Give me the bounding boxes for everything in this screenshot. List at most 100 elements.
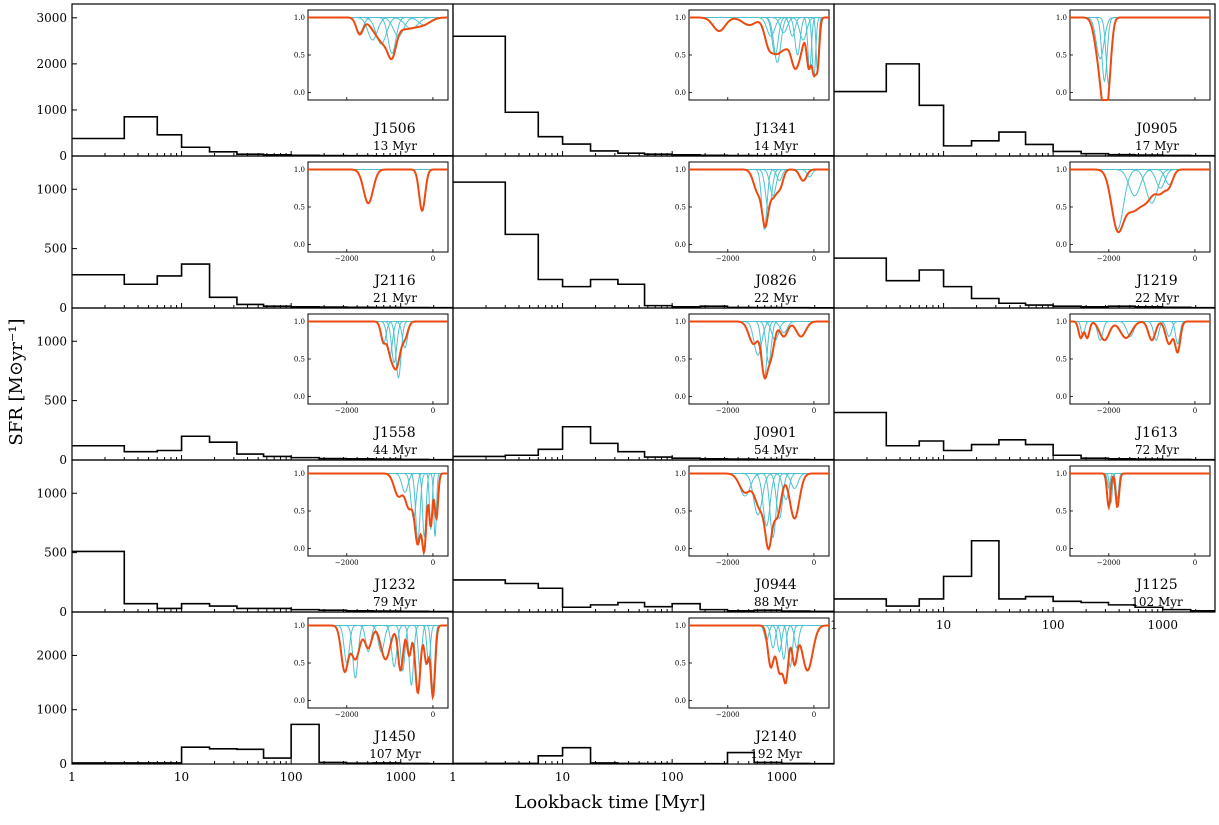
galaxy-age: 22 Myr [754, 291, 798, 305]
inset-x-tick-label: 0 [1193, 407, 1197, 415]
inset-J1125: 0.0 0.5 1.0 −2000 0 [1056, 465, 1211, 567]
y-tick-label: 0 [59, 149, 67, 163]
galaxy-name: J0905 [1134, 121, 1177, 137]
inset-total-curve [1070, 16, 1210, 101]
galaxy-name: J1506 [372, 121, 415, 137]
inset-y-tick-label: 0.5 [294, 356, 305, 364]
inset-total-curve [308, 16, 448, 61]
x-tick-label: 10 [174, 770, 189, 784]
inset-y-tick-label: 0.0 [294, 697, 305, 705]
inset-y-tick-label: 0.0 [675, 89, 686, 97]
inset-x-tick-label: −2000 [716, 559, 740, 567]
panel-J0901: J0901 54 Myr 0.0 0.5 1.0 −2000 0 [452, 307, 835, 461]
inset-x-tick-label: 0 [431, 407, 435, 415]
inset-J1506: 0.0 0.5 1.0 [294, 9, 449, 101]
y-tick-label: 1000 [36, 182, 67, 196]
inset-frame [307, 161, 449, 253]
y-tick-label: 0 [59, 301, 67, 315]
inset-y-tick-label: 0.5 [675, 508, 686, 516]
galaxy-age: 107 Myr [369, 747, 421, 761]
panel-J0944: J0944 88 Myr 0.0 0.5 1.0 −2000 0 [452, 459, 835, 613]
sfh-step-line [834, 63, 1215, 157]
inset-y-tick-label: 1.0 [294, 14, 305, 22]
inset-y-tick-label: 0.0 [294, 545, 305, 553]
inset-y-tick-label: 1.0 [1056, 166, 1067, 174]
inset-y-tick-label: 0.5 [675, 204, 686, 212]
inset-x-tick-label: 0 [1193, 559, 1197, 567]
galaxy-age: 17 Myr [1135, 139, 1179, 153]
inset-y-tick-label: 0.5 [294, 52, 305, 60]
panel-J2116: 0 500 1000 J2116 21 Myr 0.0 0.5 1.0 −2000 0 [36, 155, 454, 315]
inset-total-curve [689, 320, 829, 380]
inset-x-tick-label: −2000 [1097, 559, 1121, 567]
x-axis-label: Lookback time [Myr] [514, 792, 705, 813]
galaxy-age: 102 Myr [1131, 595, 1183, 609]
inset-x-tick-label: 0 [812, 407, 816, 415]
inset-x-tick-label: −2000 [335, 407, 359, 415]
inset-J1558: 0.0 0.5 1.0 −2000 0 [294, 313, 449, 415]
sfh-step-line [72, 435, 453, 461]
inset-y-tick-label: 1.0 [294, 318, 305, 326]
inset-x-tick-label: 0 [431, 711, 435, 719]
galaxy-age: 44 Myr [373, 443, 417, 457]
inset-J0905: 0.0 0.5 1.0 [1056, 9, 1211, 101]
inset-J1219: 0.0 0.5 1.0 −2000 0 [1056, 161, 1211, 263]
galaxy-name: J0944 [753, 577, 796, 593]
x-tick-label: 10 [555, 770, 570, 784]
inset-y-tick-label: 0.0 [675, 697, 686, 705]
inset-y-tick-label: 0.5 [294, 508, 305, 516]
y-tick-label: 0 [59, 605, 67, 619]
inset-J2140: 0.0 0.5 1.0 −2000 0 [675, 617, 830, 719]
panel-J2140: 1 10 100 1000 J2140 192 Myr 0.0 0.5 1.0 −2000 0 [449, 611, 835, 784]
panel-J1232: 0 500 1000 J1232 79 Myr 0.0 0.5 1.0 −2000 0 [36, 459, 454, 619]
inset-y-tick-label: 0.5 [294, 660, 305, 668]
inset-x-tick-label: −2000 [716, 711, 740, 719]
galaxy-age: 22 Myr [1135, 291, 1179, 305]
inset-y-tick-label: 1.0 [675, 14, 686, 22]
galaxy-age: 14 Myr [754, 139, 798, 153]
panel-J1341: J1341 14 Myr 0.0 0.5 1.0 [452, 3, 835, 157]
inset-y-tick-label: 0.0 [1056, 241, 1067, 249]
sfh-step-line [453, 746, 834, 765]
inset-frame [307, 313, 449, 405]
galaxy-age: 88 Myr [754, 595, 798, 609]
inset-x-tick-label: −2000 [335, 711, 359, 719]
inset-y-tick-label: 0.5 [1056, 204, 1067, 212]
galaxy-name: J1219 [1134, 273, 1177, 289]
panel-J1558: 0 500 1000 J1558 44 Myr 0.0 0.5 1.0 −2000 0 [36, 307, 454, 467]
y-tick-label: 0 [59, 453, 67, 467]
y-tick-label: 1000 [36, 703, 67, 717]
galaxy-name: J2116 [372, 273, 415, 289]
inset-total-curve [689, 168, 829, 229]
inset-y-tick-label: 0.5 [294, 204, 305, 212]
y-axis-label: SFR [M⊙yr⁻¹] [6, 318, 27, 445]
inset-total-curve [308, 472, 448, 556]
panel-J0826: J0826 22 Myr 0.0 0.5 1.0 −2000 0 [452, 155, 835, 309]
inset-y-tick-label: 0.0 [294, 241, 305, 249]
inset-y-tick-label: 0.0 [1056, 89, 1067, 97]
x-tick-label: 100 [661, 770, 684, 784]
galaxy-age: 13 Myr [373, 139, 417, 153]
inset-x-tick-label: 0 [812, 711, 816, 719]
x-tick-label: 1 [449, 770, 457, 784]
inset-J1232: 0.0 0.5 1.0 −2000 0 [294, 465, 449, 567]
galaxy-name: J1232 [372, 577, 415, 593]
galaxy-age: 21 Myr [373, 291, 417, 305]
inset-total-curve [308, 320, 448, 371]
inset-y-tick-label: 0.5 [1056, 52, 1067, 60]
y-tick-label: 3000 [36, 11, 67, 25]
inset-frame [688, 617, 830, 709]
inset-x-tick-label: −2000 [716, 407, 740, 415]
panel-frame [833, 459, 1216, 613]
galaxy-age: 72 Myr [1135, 443, 1179, 457]
x-tick-label: 10 [936, 618, 951, 632]
inset-J2116: 0.0 0.5 1.0 −2000 0 [294, 161, 449, 263]
inset-J0901: 0.0 0.5 1.0 −2000 0 [675, 313, 830, 415]
x-tick-label: 1000 [385, 770, 416, 784]
inset-frame [1069, 313, 1211, 405]
inset-y-tick-label: 1.0 [1056, 14, 1067, 22]
